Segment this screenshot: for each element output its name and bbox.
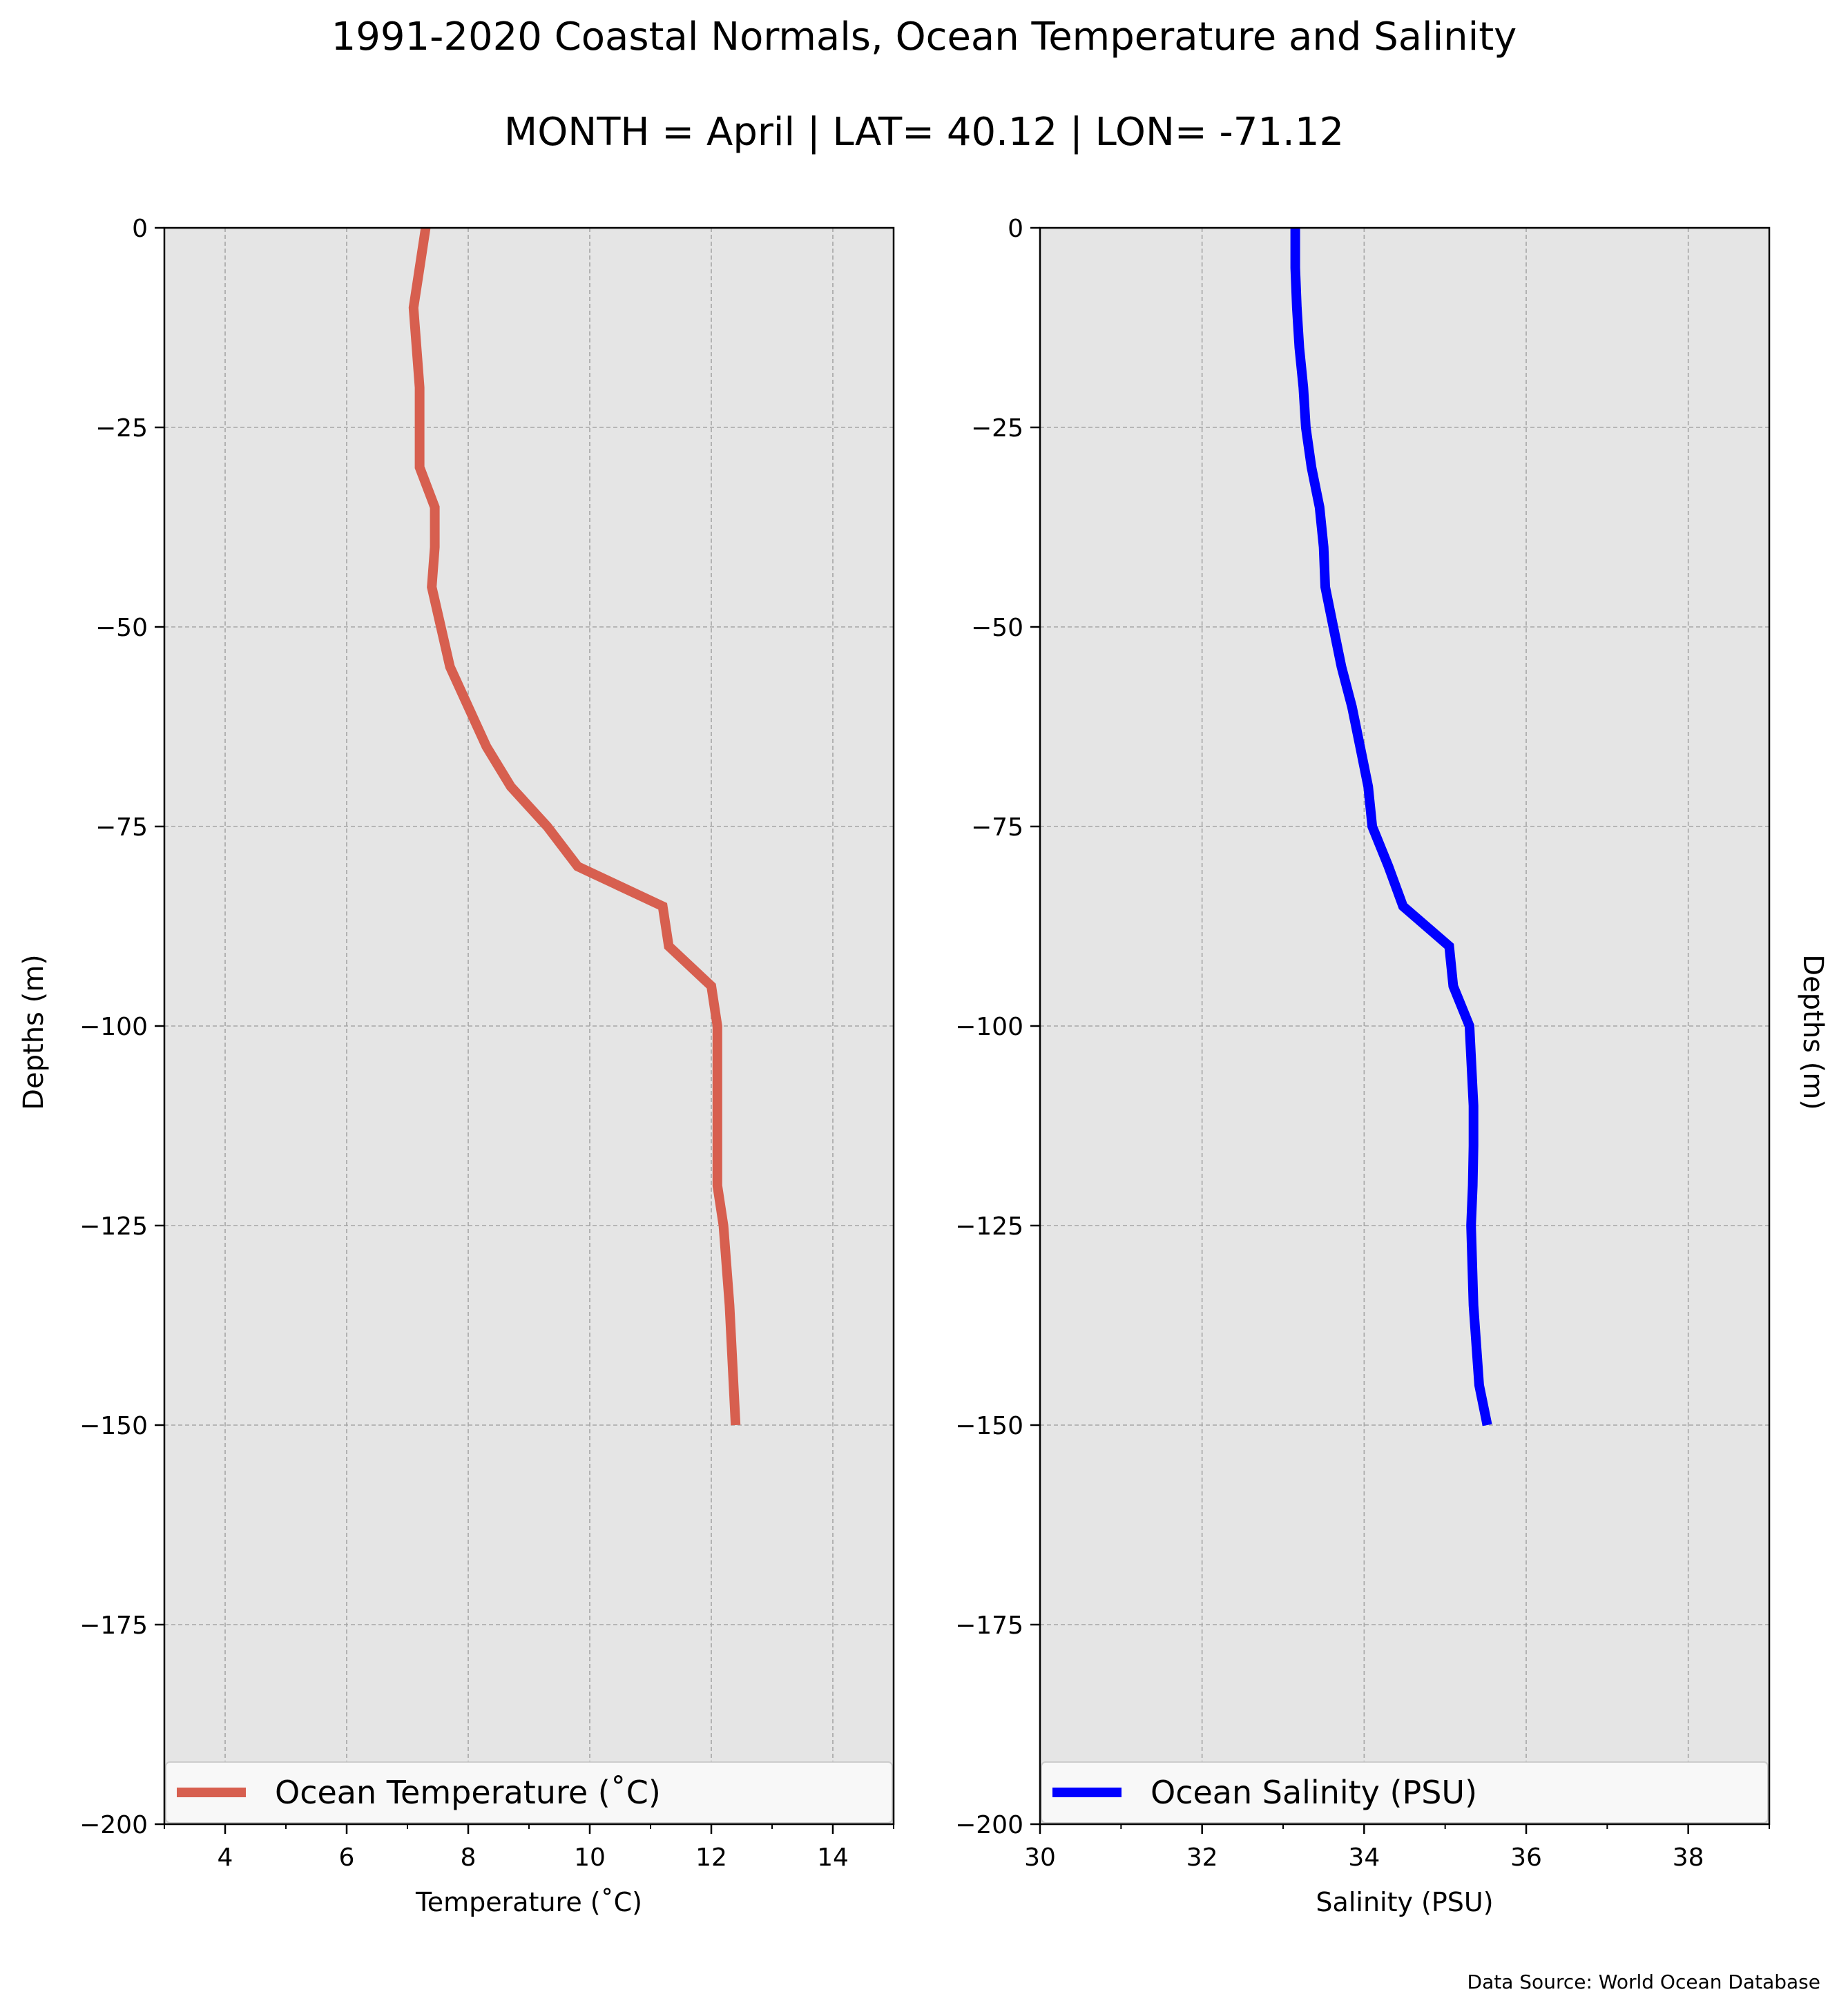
plot-area	[1040, 228, 1769, 1824]
chart-subtitle: MONTH = April | LAT= 40.12 | LON= -71.12	[504, 110, 1344, 155]
salinity-series-line	[1290, 228, 1492, 1426]
x-axis-label: Salinity (PSU)	[1316, 1887, 1493, 1917]
y-tick-label: −75	[95, 813, 148, 842]
x-tick-label: 6	[339, 1844, 355, 1872]
x-tick-label: 4	[218, 1844, 233, 1872]
y-tick-label: 0	[1008, 215, 1023, 243]
y-tick-label: −50	[971, 614, 1023, 642]
y-tick-label: −150	[955, 1412, 1023, 1440]
x-tick-label: 34	[1348, 1844, 1380, 1872]
x-tick-label: 32	[1186, 1844, 1218, 1872]
y-tick-label: −150	[79, 1412, 148, 1440]
x-tick-label: 8	[461, 1844, 477, 1872]
source-note: Data Source: World Ocean Database	[1467, 1971, 1820, 1993]
y-tick-label: −200	[79, 1811, 148, 1839]
y-tick-label: −75	[971, 813, 1023, 842]
legend-label: Ocean Salinity (PSU)	[1151, 1774, 1477, 1811]
y-tick-label: −125	[955, 1212, 1023, 1241]
y-tick-label: −175	[79, 1612, 148, 1640]
y-tick-label: −25	[971, 414, 1023, 443]
y-tick-label: −100	[955, 1013, 1023, 1041]
temperature-panel: Ocean Temperature (˚C) 0 −25 −50 −75 −100 −125…	[79, 215, 895, 1917]
x-tick-label: 12	[695, 1844, 727, 1872]
chart-title: 1991-2020 Coastal Normals, Ocean Tempera…	[331, 14, 1517, 59]
temperature-series-line	[408, 226, 741, 1426]
legend-label: Ocean Temperature (˚C)	[275, 1774, 661, 1811]
salinity-panel: Ocean Salinity (PSU) 0 −25 −50 −75 −100 −125 −1…	[955, 215, 1771, 1917]
right-ylabel: Depths (m)	[1797, 954, 1829, 1110]
y-tick-label: −25	[95, 414, 148, 443]
y-tick-label: −200	[955, 1811, 1023, 1839]
y-tick-label: −175	[955, 1612, 1023, 1640]
legend-box	[165, 1761, 893, 1823]
y-tick-label: −50	[95, 614, 148, 642]
legend-box	[1041, 1761, 1769, 1823]
x-tick-label: 10	[574, 1844, 606, 1872]
y-tick-label: −125	[79, 1212, 148, 1241]
y-tick-label: 0	[132, 215, 148, 243]
y-tick-label: −100	[79, 1013, 148, 1041]
x-tick-label: 38	[1673, 1844, 1704, 1872]
x-tick-label: 36	[1510, 1844, 1542, 1872]
x-axis-label: Temperature (˚C)	[415, 1887, 642, 1917]
left-ylabel: Depths (m)	[18, 954, 50, 1110]
x-tick-label: 14	[817, 1844, 849, 1872]
x-tick-label: 30	[1024, 1844, 1056, 1872]
plot-area	[164, 228, 894, 1824]
